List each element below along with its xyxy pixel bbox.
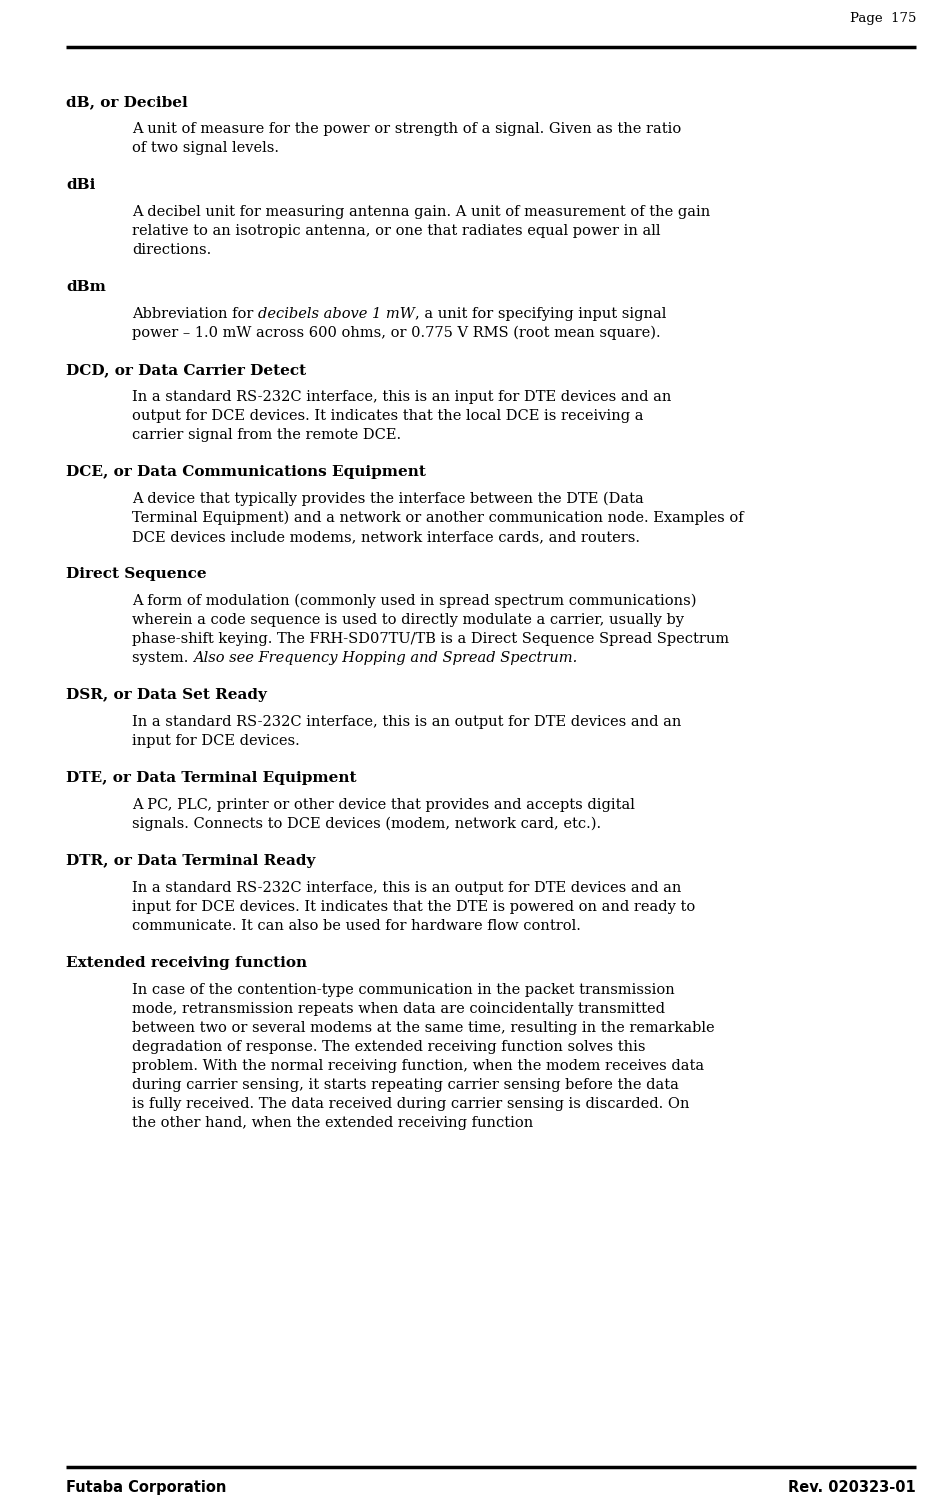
Text: of two signal levels.: of two signal levels. [132,140,279,155]
Text: is fully received. The data received during carrier sensing is discarded. On: is fully received. The data received dur… [132,1097,689,1111]
Text: the other hand, when the extended receiving function: the other hand, when the extended receiv… [132,1117,533,1130]
Text: wherein a code sequence is used to directly modulate a carrier, usually by: wherein a code sequence is used to direc… [132,613,688,628]
Text: between two or several modems at the same time, resulting in the remarkable: between two or several modems at the sam… [132,1022,719,1035]
Text: dBi: dBi [66,178,95,192]
Text: output for DCE devices. It indicates that the local DCE is receiving a: output for DCE devices. It indicates tha… [132,409,649,423]
Text: DCE, or Data Communications Equipment: DCE, or Data Communications Equipment [66,465,426,478]
Text: relative to an isotropic antenna, or one that radiates equal power in all: relative to an isotropic antenna, or one… [132,223,666,238]
Text: dBm: dBm [66,281,106,294]
Text: during carrier sensing, it starts repeating carrier sensing before the data: during carrier sensing, it starts repeat… [132,1077,683,1093]
Text: A device that typically provides the interface between the DTE (Data: A device that typically provides the int… [132,492,649,507]
Text: decibels above 1 mW: decibels above 1 mW [258,306,414,321]
Text: power – 1.0 mW across 600 ohms, or 0.775 V RMS (root mean square).: power – 1.0 mW across 600 ohms, or 0.775… [132,326,661,341]
Text: , a unit for specifying input signal: , a unit for specifying input signal [414,306,671,321]
Text: dB, or Decibel: dB, or Decibel [66,95,188,109]
Text: In a standard RS-232C interface, this is an output for DTE devices and an: In a standard RS-232C interface, this is… [132,881,686,895]
Text: A decibel unit for measuring antenna gain. A unit of measurement of the gain: A decibel unit for measuring antenna gai… [132,205,710,219]
Text: DTE, or Data Terminal Equipment: DTE, or Data Terminal Equipment [66,771,357,785]
Text: input for DCE devices.: input for DCE devices. [132,733,300,748]
Text: DTR, or Data Terminal Ready: DTR, or Data Terminal Ready [66,854,315,868]
Text: DCD, or Data Carrier Detect: DCD, or Data Carrier Detect [66,364,306,377]
Text: problem. With the normal receiving function, when the modem receives data: problem. With the normal receiving funct… [132,1059,709,1073]
Text: Page  175: Page 175 [850,12,916,26]
Text: system.: system. [132,650,193,665]
Text: Extended receiving function: Extended receiving function [66,957,307,970]
Text: DSR, or Data Set Ready: DSR, or Data Set Ready [66,688,267,702]
Text: In case of the contention-type communication in the packet transmission: In case of the contention-type communica… [132,982,680,997]
Text: signals. Connects to DCE devices (modem, network card, etc.).: signals. Connects to DCE devices (modem,… [132,816,601,831]
Text: input for DCE devices. It indicates that the DTE is powered on and ready to: input for DCE devices. It indicates that… [132,899,700,914]
Text: Rev. 020323-01: Rev. 020323-01 [788,1480,916,1495]
Text: Futaba Corporation: Futaba Corporation [66,1480,227,1495]
Text: degradation of response. The extended receiving function solves this: degradation of response. The extended re… [132,1040,650,1053]
Text: phase-shift keying. The FRH-SD07TU/TB is a Direct Sequence Spread Spectrum: phase-shift keying. The FRH-SD07TU/TB is… [132,632,733,646]
Text: Abbreviation for: Abbreviation for [132,306,258,321]
Text: In a standard RS-232C interface, this is an output for DTE devices and an: In a standard RS-232C interface, this is… [132,715,686,729]
Text: Terminal Equipment) and a network or another communication node. Examples of: Terminal Equipment) and a network or ano… [132,512,744,525]
Text: A PC, PLC, printer or other device that provides and accepts digital: A PC, PLC, printer or other device that … [132,798,639,812]
Text: A unit of measure for the power or strength of a signal. Given as the ratio: A unit of measure for the power or stren… [132,122,686,136]
Text: A form of modulation (commonly used in spread spectrum communications): A form of modulation (commonly used in s… [132,595,701,608]
Text: Also see Frequency Hopping and Spread Spectrum.: Also see Frequency Hopping and Spread Sp… [193,650,577,665]
Text: In a standard RS-232C interface, this is an input for DTE devices and an: In a standard RS-232C interface, this is… [132,389,676,404]
Text: directions.: directions. [132,243,211,257]
Text: communicate. It can also be used for hardware flow control.: communicate. It can also be used for har… [132,919,581,933]
Text: Direct Sequence: Direct Sequence [66,567,207,581]
Text: carrier signal from the remote DCE.: carrier signal from the remote DCE. [132,429,401,442]
Text: mode, retransmission repeats when data are coincidentally transmitted: mode, retransmission repeats when data a… [132,1002,669,1016]
Text: DCE devices include modems, network interface cards, and routers.: DCE devices include modems, network inte… [132,530,640,545]
